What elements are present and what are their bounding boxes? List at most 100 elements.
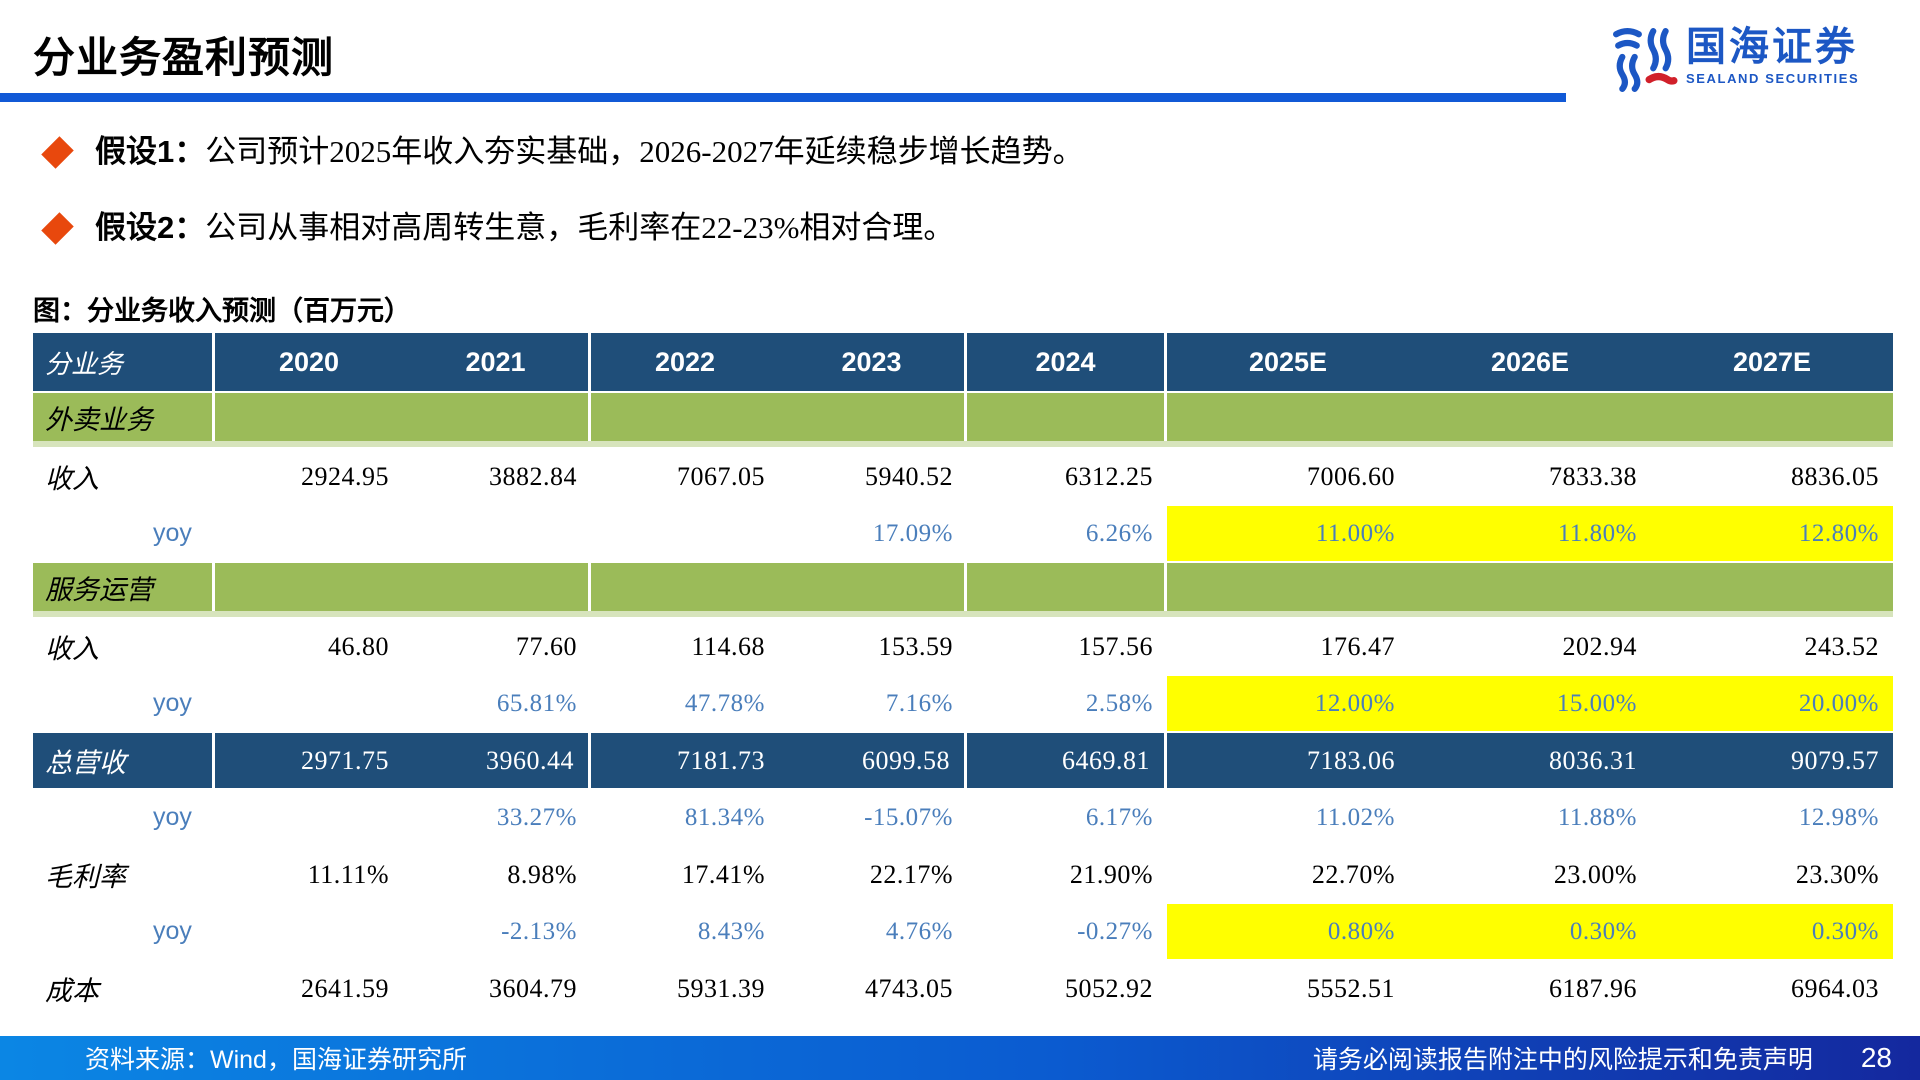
table-cell: 6187.96	[1549, 973, 1637, 1003]
table-cell: 11.02%	[1315, 803, 1395, 831]
table-cell	[1651, 393, 1893, 441]
table-header-year: 2025E	[1248, 346, 1328, 377]
table-cell	[1409, 393, 1651, 441]
table-cell: 81.34%	[684, 803, 765, 831]
table-row-label: yoy	[153, 689, 192, 717]
table-cell: 5931.39	[677, 973, 765, 1003]
table-cell	[779, 393, 967, 441]
table-cell: 22.70%	[1311, 859, 1395, 889]
table-cell: 23.00%	[1553, 859, 1637, 889]
table-cell: 17.09%	[872, 519, 953, 547]
bullet-body-2: 公司从事相对高周转生意，毛利率在22-23%相对合理。	[205, 210, 955, 245]
table-cell	[403, 393, 591, 441]
table-row-label: yoy	[153, 519, 192, 547]
table-cell: 46.80	[328, 631, 389, 661]
table-cell: 4743.05	[865, 973, 953, 1003]
table-row-section: 外卖业务	[33, 391, 1893, 447]
table-cell	[215, 393, 403, 441]
table-cell	[967, 393, 1167, 441]
table-header-row: 分业务 2020 2021 2022 2023 2024 2025E 2026E 2027E	[33, 333, 1893, 391]
table-row-section: 服务运营	[33, 561, 1893, 617]
table-cell: -0.27%	[1077, 917, 1153, 945]
table-row-data: 毛利率 11.11% 8.98% 17.41% 22.17% 21.90% 22.70% 23…	[33, 845, 1893, 902]
bullet-label-1: 假设1：	[95, 134, 206, 169]
table-cell	[779, 563, 967, 611]
table-row-data: 收入 46.80 77.60 114.68 153.59 157.56 176.47 202.…	[33, 617, 1893, 674]
sealand-logo-icon	[1613, 28, 1678, 92]
table-cell: 7181.73	[677, 745, 765, 775]
table-cell	[591, 506, 779, 561]
table-cell: 7183.06	[1307, 745, 1395, 775]
bullet-text-2: 假设2：公司从事相对高周转生意，毛利率在22-23%相对合理。	[95, 206, 954, 250]
footer-bar: 资料来源：Wind，国海证券研究所 请务必阅读报告附注中的风险提示和免责声明 2…	[0, 1036, 1920, 1080]
title-underline	[0, 93, 1566, 102]
table-cell	[403, 506, 591, 561]
table-cell: 6469.81	[967, 733, 1167, 788]
table-row-yoy: yoy -2.13% 8.43% 4.76% -0.27% 0.80% 0.30% 0.30%	[33, 902, 1893, 959]
table-row-total: 总营收 2971.75 3960.44 7181.73 6099.58 6469.81 71…	[33, 731, 1893, 788]
table-row-label: yoy	[153, 917, 192, 945]
table-cell: 7833.38	[1549, 461, 1637, 491]
table-cell	[591, 563, 779, 611]
table-cell: 11.88%	[1557, 803, 1637, 831]
table-header-year: 2020	[278, 346, 340, 377]
logo-text: 国海证券 SEALAND SECURITIES	[1686, 10, 1859, 86]
table-cell: 5052.92	[1065, 973, 1153, 1003]
footer-source: 资料来源：Wind，国海证券研究所	[85, 1046, 467, 1074]
table-cell: 176.47	[1320, 631, 1395, 661]
table-header-year: 2021	[403, 333, 591, 391]
table-cell: 243.52	[1804, 631, 1879, 661]
table-cell: 17.41%	[681, 859, 765, 889]
footer-disclaimer: 请务必阅读报告附注中的风险提示和免责声明	[1312, 1046, 1813, 1074]
table-row-label: 服务运营	[33, 563, 215, 611]
table-cell: 7067.05	[677, 461, 765, 491]
page-title: 分业务盈利预测	[33, 34, 335, 81]
table-cell: 2924.95	[301, 461, 389, 491]
table-cell	[215, 563, 403, 611]
table-cell	[591, 393, 779, 441]
table-cell: 9079.57	[1791, 745, 1879, 775]
forecast-table: 分业务 2020 2021 2022 2023 2024 2025E 2026E 2027E 外卖…	[33, 333, 1893, 1016]
logo-name-cn: 国海证券	[1686, 25, 1858, 69]
table-cell: 0.80%	[1167, 904, 1409, 959]
table-cell: 11.80%	[1409, 506, 1651, 561]
table-row-yoy: yoy 65.81% 47.78% 7.16% 2.58% 12.00% 15.00% 20.…	[33, 674, 1893, 731]
table-cell: 3882.84	[489, 461, 577, 491]
footer-page-number: 28	[1860, 1042, 1892, 1073]
table-cell: 77.60	[516, 631, 577, 661]
table-cell: 153.59	[878, 631, 953, 661]
logo: 国海证券 SEALAND SECURITIES	[1612, 10, 1859, 92]
table-header-year: 2024	[967, 333, 1167, 391]
table-cell: 2971.75	[301, 745, 389, 775]
table-cell: 23.30%	[1795, 859, 1879, 889]
table-cell: 8.98%	[507, 859, 577, 889]
table-cell: 0.30%	[1651, 904, 1893, 959]
bullet-text-1: 假设1：公司预计2025年收入夯实基础，2026-2027年延续稳步增长趋势。	[95, 130, 1084, 174]
table-cell: 3960.44	[403, 733, 591, 788]
table-cell	[215, 506, 403, 561]
table-header-label: 分业务	[33, 333, 215, 391]
table-row-label: 外卖业务	[33, 393, 215, 441]
table-cell: 2641.59	[301, 973, 389, 1003]
table-cell: -2.13%	[501, 917, 577, 945]
table-cell	[403, 563, 591, 611]
table-row-yoy: yoy 17.09% 6.26% 11.00% 11.80% 12.80%	[33, 504, 1893, 561]
table-cell: 11.00%	[1167, 506, 1409, 561]
table-cell: 7006.60	[1307, 461, 1395, 491]
table-cell	[967, 563, 1167, 611]
table-cell: 3604.79	[489, 973, 577, 1003]
table-cell: 12.80%	[1651, 506, 1893, 561]
table-cell: 6.17%	[1085, 803, 1153, 831]
table-cell: 22.17%	[869, 859, 953, 889]
diamond-bullet-icon	[41, 135, 74, 169]
table-cell: 15.00%	[1409, 676, 1651, 731]
table-row-label: 成本	[45, 976, 99, 1006]
table-cell: 0.30%	[1409, 904, 1651, 959]
table-cell: 4.76%	[885, 917, 953, 945]
table-cell: 7.16%	[885, 689, 953, 717]
table-cell: 114.68	[691, 631, 765, 661]
table-caption: 图：分业务收入预测（百万元）	[33, 296, 411, 326]
table-cell: 47.78%	[684, 689, 765, 717]
table-cell: -15.07%	[864, 803, 953, 831]
